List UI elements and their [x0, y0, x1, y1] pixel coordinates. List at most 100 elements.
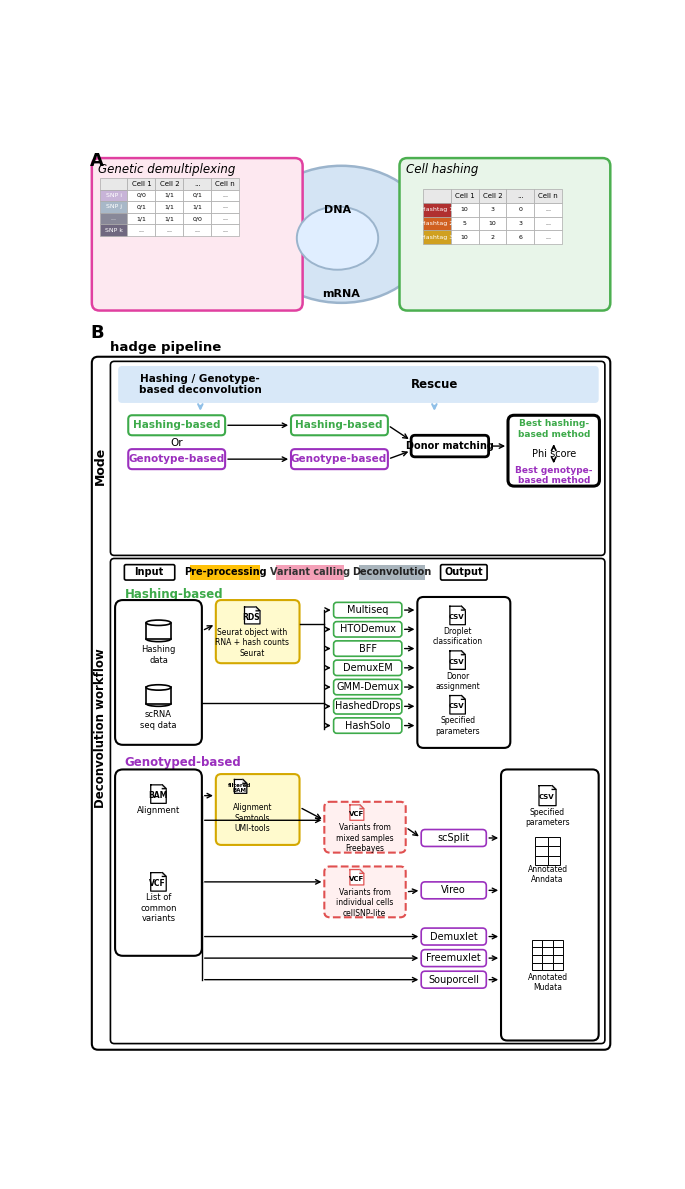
- Text: Variant calling: Variant calling: [269, 567, 349, 578]
- Bar: [479, 203, 506, 216]
- Text: Output: Output: [445, 567, 483, 578]
- FancyBboxPatch shape: [421, 950, 486, 967]
- FancyBboxPatch shape: [411, 435, 488, 457]
- Bar: [532, 939, 543, 948]
- Bar: [451, 231, 479, 244]
- Bar: [184, 178, 211, 190]
- FancyBboxPatch shape: [334, 679, 402, 694]
- Bar: [532, 963, 543, 970]
- Bar: [547, 847, 560, 856]
- Polygon shape: [462, 696, 465, 699]
- Text: Donor matching: Donor matching: [406, 441, 494, 451]
- Text: Hashtag 2: Hashtag 2: [421, 221, 453, 226]
- Polygon shape: [462, 650, 465, 655]
- Bar: [451, 203, 479, 216]
- Bar: [535, 837, 547, 847]
- Bar: [423, 189, 451, 203]
- Bar: [451, 189, 479, 203]
- Text: Alignment
Samtools
UMI-tools: Alignment Samtools UMI-tools: [232, 804, 272, 833]
- FancyBboxPatch shape: [421, 929, 486, 945]
- Text: Hashtag 3: Hashtag 3: [421, 235, 453, 240]
- Text: Cell 1: Cell 1: [455, 193, 475, 199]
- Bar: [190, 565, 260, 580]
- Text: CSV: CSV: [449, 614, 464, 619]
- Bar: [275, 565, 344, 580]
- Bar: [553, 939, 562, 948]
- Bar: [451, 216, 479, 231]
- Text: Specified
parameters: Specified parameters: [435, 716, 480, 736]
- Polygon shape: [552, 786, 556, 789]
- Bar: [479, 189, 506, 203]
- FancyBboxPatch shape: [128, 449, 225, 470]
- Text: Hashing-based: Hashing-based: [125, 587, 223, 600]
- Text: Cell n: Cell n: [215, 181, 235, 187]
- Text: Hashing-based: Hashing-based: [295, 420, 383, 430]
- Text: Genotype-based: Genotype-based: [291, 454, 387, 464]
- FancyBboxPatch shape: [421, 971, 486, 988]
- FancyBboxPatch shape: [110, 361, 605, 555]
- Bar: [423, 203, 451, 216]
- Bar: [479, 231, 506, 244]
- Text: GMM-Demux: GMM-Demux: [336, 682, 399, 692]
- Text: Hashtag 1: Hashtag 1: [421, 207, 453, 212]
- Polygon shape: [243, 780, 247, 784]
- Text: 6: 6: [519, 235, 523, 240]
- Bar: [211, 201, 239, 213]
- Text: filtered
BAM: filtered BAM: [228, 782, 251, 793]
- Text: 1/1: 1/1: [164, 216, 174, 221]
- Text: Rescue: Rescue: [411, 378, 458, 391]
- Bar: [359, 565, 425, 580]
- Bar: [534, 231, 562, 244]
- Text: ...: ...: [138, 227, 145, 233]
- Text: Hashing
data: Hashing data: [141, 646, 175, 665]
- Bar: [543, 963, 553, 970]
- Text: 2: 2: [490, 235, 495, 240]
- Bar: [146, 623, 171, 638]
- Text: 0/1: 0/1: [136, 205, 147, 209]
- Bar: [155, 225, 184, 235]
- Text: Input: Input: [134, 567, 164, 578]
- Bar: [532, 955, 543, 963]
- FancyBboxPatch shape: [92, 158, 303, 310]
- Text: 1/1: 1/1: [164, 205, 174, 209]
- Bar: [553, 948, 562, 955]
- Text: Cell 2: Cell 2: [483, 193, 502, 199]
- FancyBboxPatch shape: [421, 830, 486, 847]
- Text: SNP i: SNP i: [105, 193, 121, 197]
- Text: ...: ...: [195, 227, 200, 233]
- Text: 1/1: 1/1: [136, 216, 147, 221]
- Text: Seurat object with
RNA + hash counts
Seurat: Seurat object with RNA + hash counts Seu…: [215, 628, 289, 658]
- Text: BAM: BAM: [148, 791, 167, 800]
- Text: VCF: VCF: [149, 879, 166, 888]
- Bar: [155, 178, 184, 190]
- Text: SNP k: SNP k: [105, 227, 123, 233]
- Text: Genotyped-based: Genotyped-based: [125, 755, 241, 768]
- Text: ...: ...: [222, 193, 228, 197]
- Text: Cell 1: Cell 1: [132, 181, 151, 187]
- Text: Donor
assignment: Donor assignment: [435, 672, 480, 691]
- Bar: [534, 189, 562, 203]
- FancyBboxPatch shape: [334, 641, 402, 656]
- Text: Genotype-based: Genotype-based: [128, 454, 225, 464]
- Text: 10: 10: [488, 221, 497, 226]
- Ellipse shape: [252, 165, 430, 303]
- Bar: [547, 837, 560, 847]
- FancyBboxPatch shape: [501, 769, 599, 1040]
- Bar: [184, 225, 211, 235]
- Text: Deconvolution workflow: Deconvolution workflow: [94, 648, 107, 807]
- Bar: [99, 213, 127, 225]
- Bar: [532, 948, 543, 955]
- Text: 10: 10: [461, 207, 469, 212]
- Text: HTODemux: HTODemux: [340, 624, 396, 634]
- Text: 3: 3: [519, 221, 523, 226]
- Bar: [184, 190, 211, 201]
- FancyBboxPatch shape: [324, 867, 406, 917]
- FancyBboxPatch shape: [119, 366, 599, 403]
- Bar: [506, 189, 534, 203]
- Polygon shape: [162, 873, 166, 876]
- Text: Annotated
Mudata: Annotated Mudata: [527, 973, 568, 992]
- Text: Deconvolution: Deconvolution: [352, 567, 432, 578]
- Text: ...: ...: [222, 216, 228, 221]
- FancyBboxPatch shape: [421, 882, 486, 899]
- Bar: [184, 201, 211, 213]
